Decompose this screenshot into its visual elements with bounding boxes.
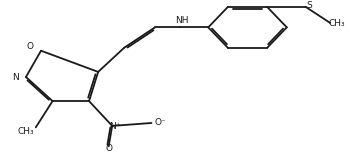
Text: N: N bbox=[12, 73, 19, 82]
Text: O⁻: O⁻ bbox=[154, 118, 166, 128]
Text: CH₃: CH₃ bbox=[328, 19, 345, 28]
Text: N⁺: N⁺ bbox=[109, 122, 120, 131]
Text: NH: NH bbox=[175, 16, 188, 25]
Text: O: O bbox=[27, 42, 34, 51]
Text: CH₃: CH₃ bbox=[18, 127, 34, 136]
Text: O: O bbox=[105, 144, 112, 153]
Text: S: S bbox=[306, 1, 312, 10]
